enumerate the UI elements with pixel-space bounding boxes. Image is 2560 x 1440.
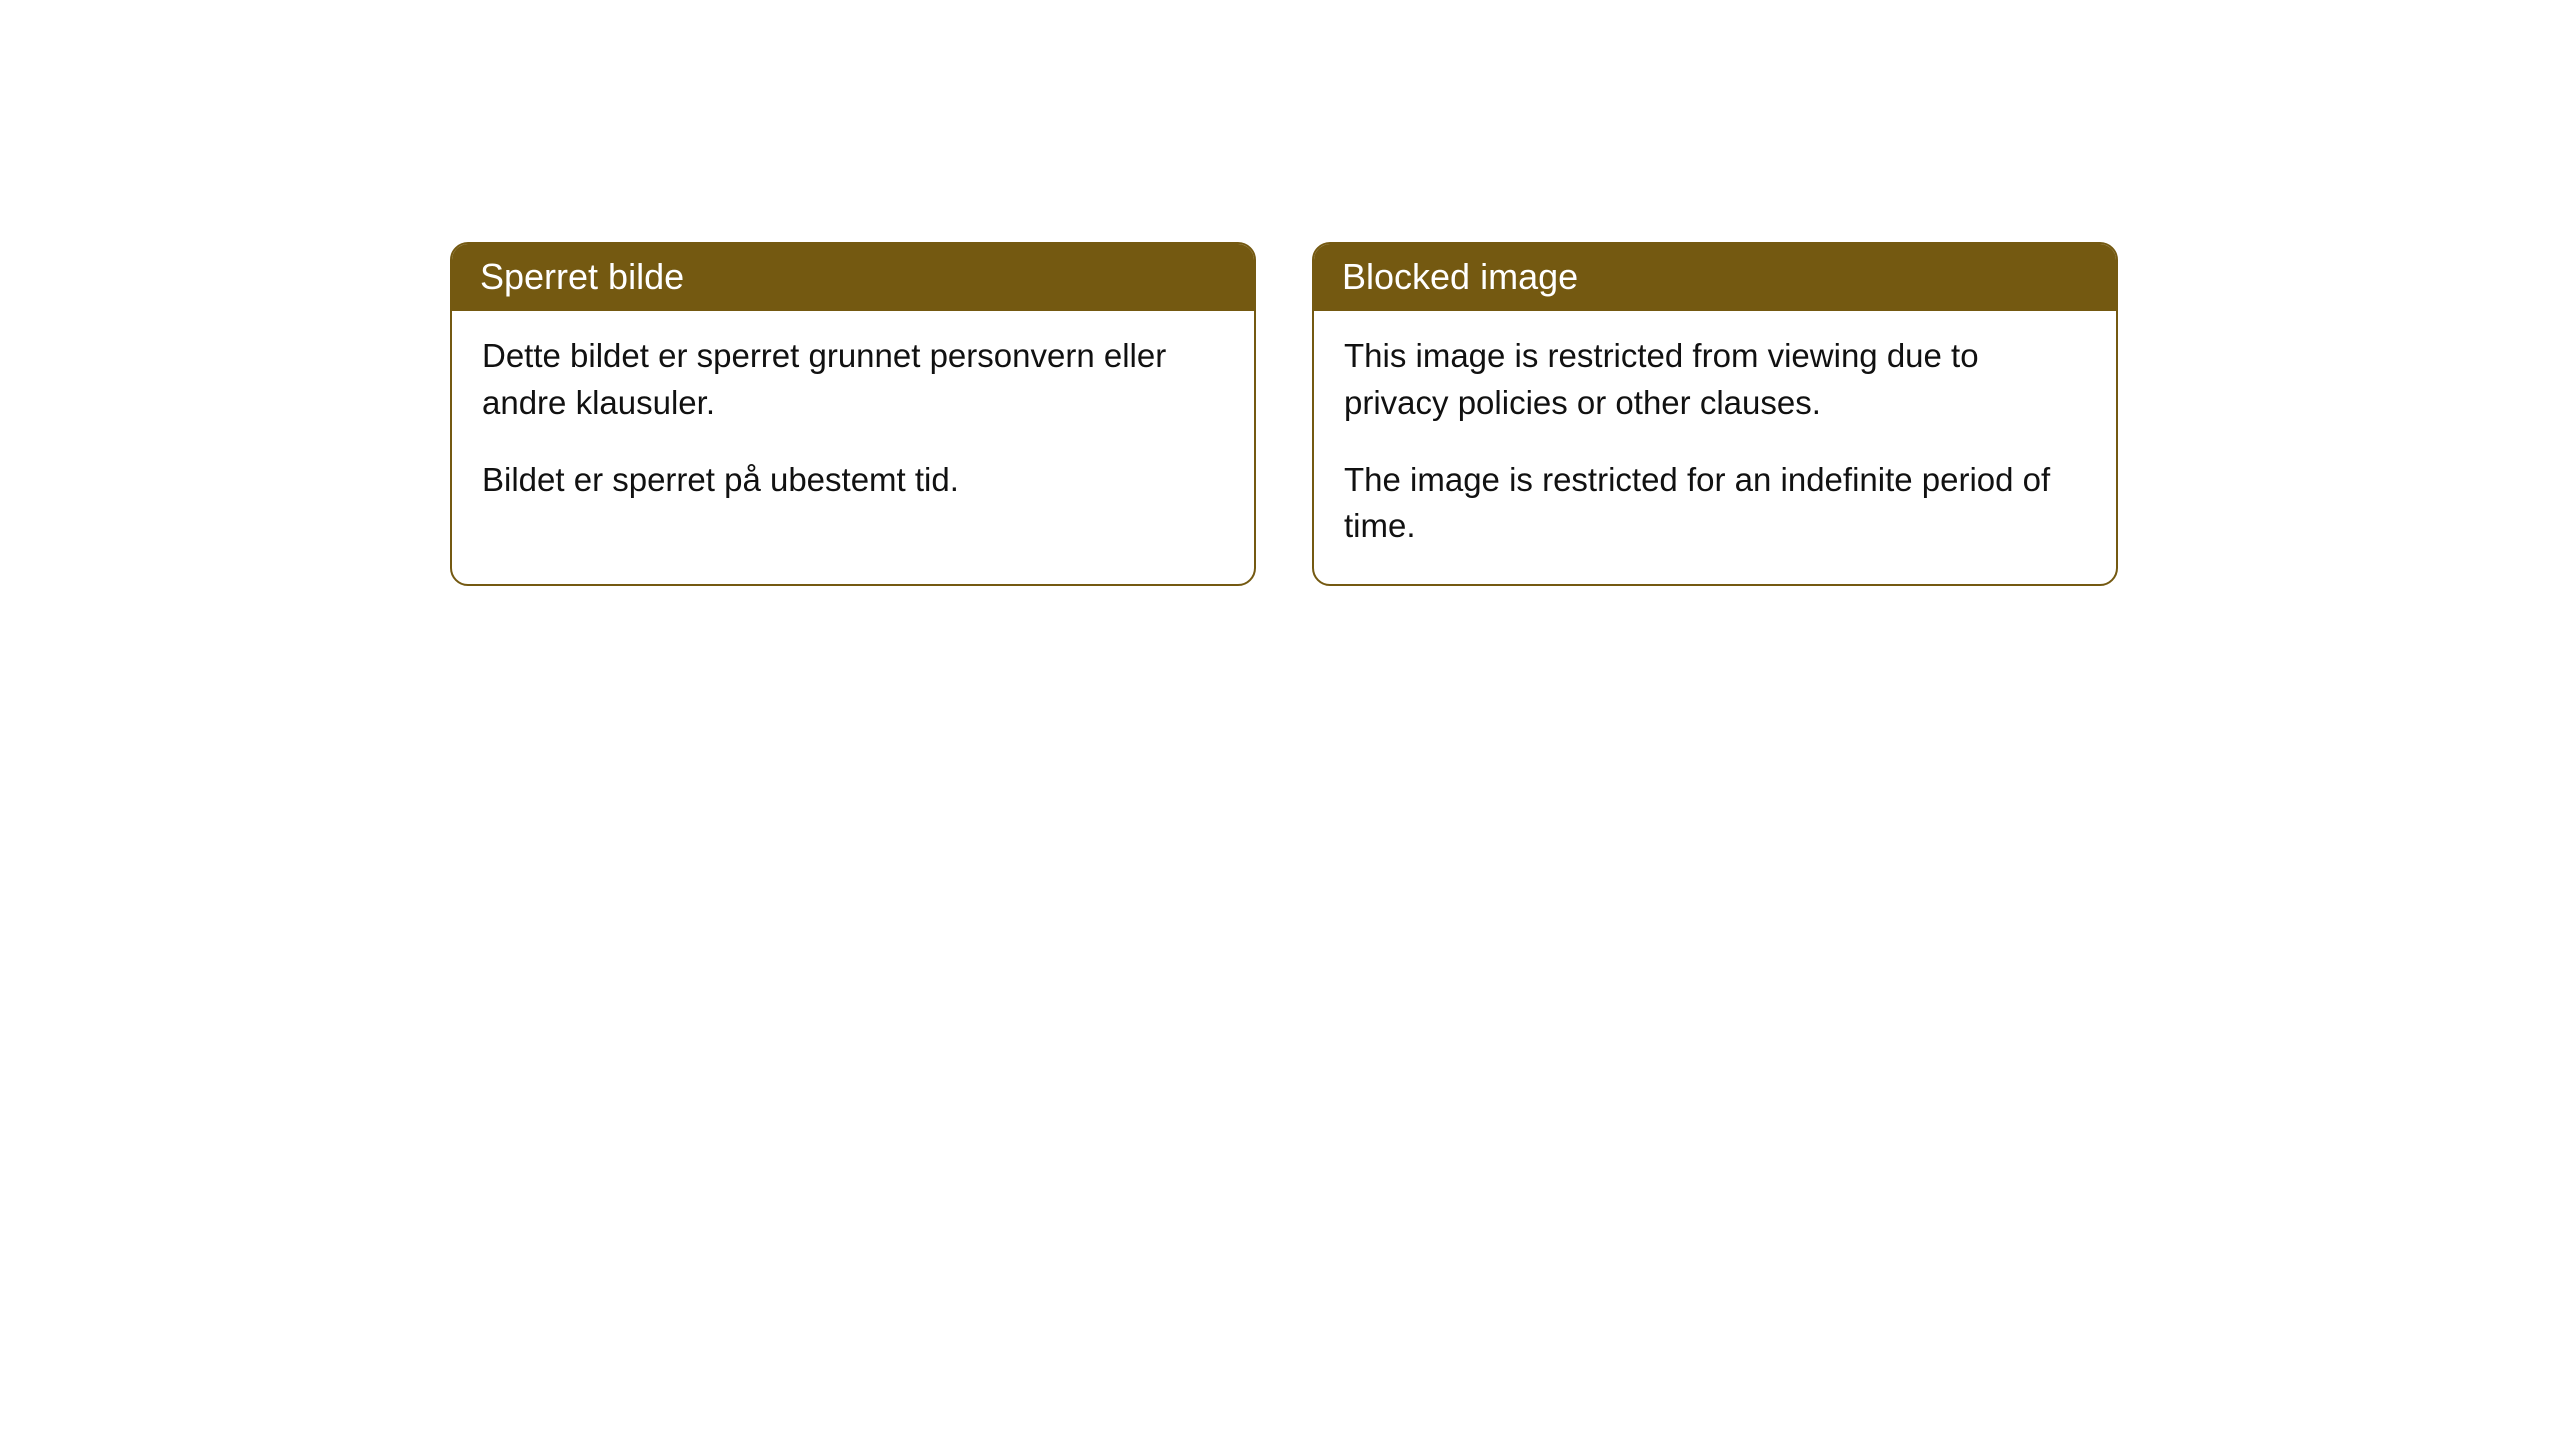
blocked-image-card-english: Blocked image This image is restricted f… bbox=[1312, 242, 2118, 586]
card-body: Dette bildet er sperret grunnet personve… bbox=[452, 311, 1254, 538]
card-title: Blocked image bbox=[1314, 244, 2116, 311]
blocked-image-card-norwegian: Sperret bilde Dette bildet er sperret gr… bbox=[450, 242, 1256, 586]
card-paragraph: This image is restricted from viewing du… bbox=[1344, 333, 2086, 427]
card-paragraph: Bildet er sperret på ubestemt tid. bbox=[482, 457, 1224, 504]
card-body: This image is restricted from viewing du… bbox=[1314, 311, 2116, 584]
card-paragraph: The image is restricted for an indefinit… bbox=[1344, 457, 2086, 551]
card-paragraph: Dette bildet er sperret grunnet personve… bbox=[482, 333, 1224, 427]
card-title: Sperret bilde bbox=[452, 244, 1254, 311]
blocked-image-cards: Sperret bilde Dette bildet er sperret gr… bbox=[450, 242, 2118, 586]
